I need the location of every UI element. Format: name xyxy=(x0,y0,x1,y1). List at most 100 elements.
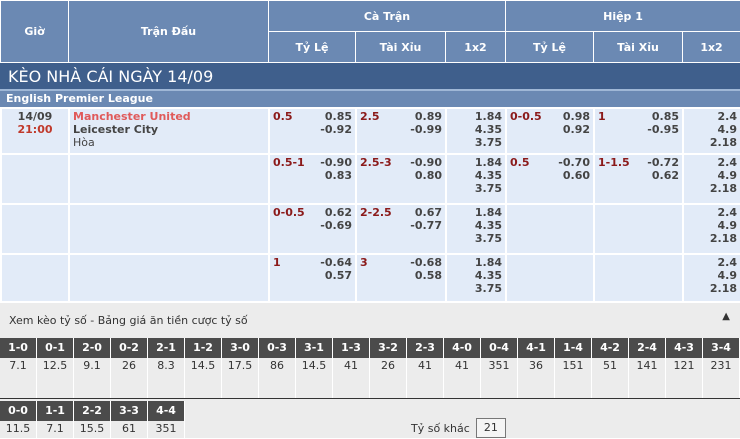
h1-handicap[interactable]: 0.5 -0.70 0.60 xyxy=(505,153,595,205)
page-title: KÈO NHÀ CÁI NGÀY 14/09 xyxy=(0,63,740,91)
col-tran-dau: Trận Đấu xyxy=(68,0,269,63)
score-cell[interactable]: 0-3 86 xyxy=(259,338,296,398)
score-cell[interactable]: 3-0 17.5 xyxy=(222,338,259,398)
odds-value: 2.4 xyxy=(717,256,738,269)
h1-handicap[interactable] xyxy=(505,203,595,255)
over-under-line: 2-2.5 xyxy=(360,206,392,219)
h1-handicap-odds: -0.70 0.60 xyxy=(558,156,590,182)
score-odds: 61 xyxy=(122,422,136,435)
other-score-value[interactable]: 21 xyxy=(475,418,506,438)
1x2-odds[interactable]: 1.84 4.35 3.75 xyxy=(445,203,507,255)
odds-value: -0.99 xyxy=(410,123,442,136)
odds-value: 4.9 xyxy=(717,219,738,232)
odds-value: 0.83 xyxy=(324,169,352,182)
score-odds: 231 xyxy=(710,359,732,372)
1x2-odds[interactable]: 1.84 4.35 3.75 xyxy=(445,107,507,155)
score-cell[interactable]: 0-4 351 xyxy=(481,338,518,398)
odds-value: 4.35 xyxy=(474,269,502,282)
over-under[interactable]: 2.5 0.89 -0.99 xyxy=(355,107,447,155)
score-label: 3-1 xyxy=(296,338,332,358)
score-odds-section: Xem kèo tỷ số - Bảng giá ăn tiền cược tỷ… xyxy=(0,303,740,439)
score-cell[interactable]: 3-4 231 xyxy=(703,338,740,398)
h1-over-under[interactable] xyxy=(593,203,684,255)
score-odds: 11.5 xyxy=(5,422,31,435)
score-odds: 17.5 xyxy=(227,359,253,372)
h1-1x2-odds[interactable]: 2.4 4.9 2.18 xyxy=(682,107,740,155)
score-odds-title[interactable]: Xem kèo tỷ số - Bảng giá ăn tiền cược tỷ… xyxy=(9,314,248,327)
handicap-line: 1 xyxy=(273,256,281,269)
score-cell[interactable]: 0-2 26 xyxy=(111,338,148,398)
score-cell[interactable]: 2-2 15.5 xyxy=(74,401,111,439)
odds-value: 2.4 xyxy=(717,206,738,219)
score-cell[interactable]: 4-3 121 xyxy=(666,338,703,398)
odds-value: -0.69 xyxy=(320,219,352,232)
score-cell[interactable]: 4-4 351 xyxy=(148,401,185,439)
over-under[interactable]: 2.5-3 -0.90 0.80 xyxy=(355,153,447,205)
score-cell[interactable]: 2-3 41 xyxy=(407,338,444,398)
h1-handicap[interactable]: 0-0.5 0.98 0.92 xyxy=(505,107,595,155)
h1-over-under[interactable]: 1 0.85 -0.95 xyxy=(593,107,684,155)
handicap[interactable]: 0.5-1 -0.90 0.83 xyxy=(268,153,357,205)
h1-over-under[interactable] xyxy=(593,253,684,303)
score-cell[interactable]: 1-4 151 xyxy=(555,338,592,398)
score-label: 0-2 xyxy=(111,338,147,358)
score-odds: 351 xyxy=(488,359,510,372)
score-odds: 7.1 xyxy=(46,422,64,435)
score-cell[interactable]: 3-1 14.5 xyxy=(296,338,333,398)
score-label: 4-3 xyxy=(666,338,702,358)
score-cell[interactable]: 1-1 7.1 xyxy=(37,401,74,439)
match-odds-row: 1 -0.64 0.57 3 -0.68 0.58 1.84 4.35 3.75 2.4 4.9 2.… xyxy=(0,253,740,303)
score-odds: 7.1 xyxy=(9,359,27,372)
h1-1x2-odds[interactable]: 2.4 4.9 2.18 xyxy=(682,153,740,205)
handicap-odds: -0.90 0.83 xyxy=(320,156,352,182)
score-grid-row2: 0-0 11.5 1-1 7.1 2-2 15.5 3-3 61 4-4 351 xyxy=(0,401,185,439)
score-cell[interactable]: 4-1 36 xyxy=(518,338,555,398)
score-label: 2-4 xyxy=(629,338,665,358)
score-odds: 141 xyxy=(636,359,658,372)
score-cell[interactable]: 1-3 41 xyxy=(333,338,370,398)
score-cell[interactable]: 2-4 141 xyxy=(629,338,666,398)
match-teams: Manchester United Leicester City Hòa xyxy=(68,107,270,155)
score-odds: 26 xyxy=(122,359,136,372)
h1-over-under-odds: -0.72 0.62 xyxy=(647,156,679,182)
score-odds: 41 xyxy=(344,359,358,372)
odds-header: Giờ Trận Đấu Cà Trận Hiệp 1 Tỷ Lệ Tài Xỉ… xyxy=(0,0,740,63)
handicap[interactable]: 0.5 0.85 -0.92 xyxy=(268,107,357,155)
col-h1-1x2: 1x2 xyxy=(682,31,740,63)
odds-value: 0.62 xyxy=(651,169,679,182)
odds-table: 14/09 21:00 Manchester United Leicester Cit… xyxy=(0,107,740,303)
score-cell[interactable]: 2-1 8.3 xyxy=(148,338,185,398)
score-odds: 51 xyxy=(603,359,617,372)
odds-value: -0.70 xyxy=(558,156,590,169)
home-team[interactable]: Manchester United xyxy=(73,110,191,123)
score-odds: 14.5 xyxy=(301,359,327,372)
away-team[interactable]: Leicester City xyxy=(73,123,159,136)
handicap[interactable]: 0-0.5 0.62 -0.69 xyxy=(268,203,357,255)
score-cell[interactable]: 0-1 12.5 xyxy=(37,338,74,398)
score-odds: 41 xyxy=(418,359,432,372)
score-cell[interactable]: 3-2 26 xyxy=(370,338,407,398)
over-under[interactable]: 3 -0.68 0.58 xyxy=(355,253,447,303)
score-cell[interactable]: 4-2 51 xyxy=(592,338,629,398)
odds-value: 2.18 xyxy=(709,136,737,149)
league-name[interactable]: English Premier League xyxy=(0,91,740,107)
score-cell[interactable]: 2-0 9.1 xyxy=(74,338,111,398)
score-cell[interactable]: 1-2 14.5 xyxy=(185,338,222,398)
h1-1x2-odds[interactable]: 2.4 4.9 2.18 xyxy=(682,203,740,255)
h1-handicap[interactable] xyxy=(505,253,595,303)
handicap-line: 0.5 xyxy=(273,110,293,123)
score-label: 4-2 xyxy=(592,338,628,358)
score-cell[interactable]: 3-3 61 xyxy=(111,401,148,439)
score-cell[interactable]: 0-0 11.5 xyxy=(0,401,37,439)
h1-over-under[interactable]: 1-1.5 -0.72 0.62 xyxy=(593,153,684,205)
1x2-odds[interactable]: 1.84 4.35 3.75 xyxy=(445,153,507,205)
score-cell[interactable]: 4-0 41 xyxy=(444,338,481,398)
1x2-odds[interactable]: 1.84 4.35 3.75 xyxy=(445,253,507,303)
over-under-odds: 0.67 -0.77 xyxy=(410,206,442,232)
over-under[interactable]: 2-2.5 0.67 -0.77 xyxy=(355,203,447,255)
handicap[interactable]: 1 -0.64 0.57 xyxy=(268,253,357,303)
score-cell[interactable]: 1-0 7.1 xyxy=(0,338,37,398)
score-label: 3-0 xyxy=(222,338,258,358)
h1-1x2-odds[interactable]: 2.4 4.9 2.18 xyxy=(682,253,740,303)
collapse-arrow-icon[interactable]: ▲ xyxy=(722,311,730,322)
